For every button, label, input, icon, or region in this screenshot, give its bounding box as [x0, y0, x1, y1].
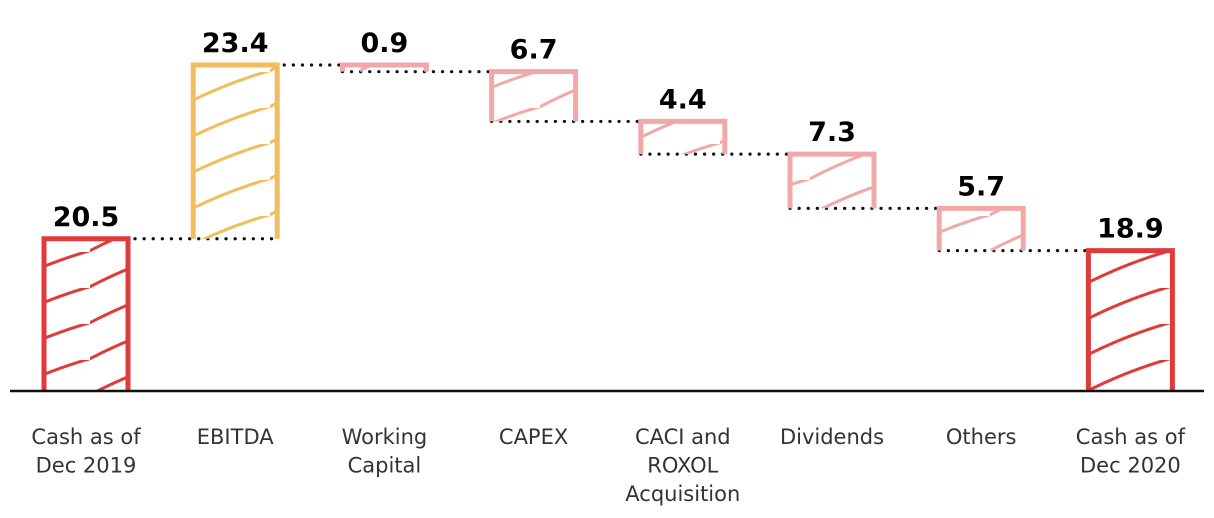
bar-cash-as-of-dec-2020 — [1085, 248, 1175, 391]
category-label-others: Others — [946, 425, 1017, 449]
bar-working-capital — [339, 62, 429, 72]
bar-ebitda — [190, 62, 280, 239]
category-label-caci-and-roxol-acquisition: Acquisition — [625, 482, 740, 506]
category-label-caci-and-roxol-acquisition: CACI and — [635, 425, 731, 449]
bars — [41, 62, 1175, 391]
bar-fill-caci-and-roxol-acquisition — [640, 121, 725, 155]
value-label-cash-as-of-dec-2019: 20.5 — [53, 202, 120, 233]
category-label-working-capital: Capital — [348, 454, 422, 478]
category-label-ebitda: EBITDA — [197, 425, 274, 449]
value-labels: 20.5 23.4 0.9 6.7 4.4 7.3 5.7 18.9 — [53, 28, 1164, 245]
bar-fill-working-capital — [342, 65, 427, 72]
category-label-dividends: Dividends — [780, 425, 884, 449]
bar-cash-as-of-dec-2019 — [41, 236, 131, 391]
category-label-cash-as-of-dec-2019: Dec 2019 — [36, 454, 137, 478]
category-labels: Cash as of Dec 2019 EBITDA Working Capital CA… — [31, 425, 1185, 506]
category-label-capex: CAPEX — [499, 425, 568, 449]
value-label-others: 5.7 — [957, 171, 1005, 202]
value-label-cash-as-of-dec-2020: 18.9 — [1097, 214, 1164, 245]
bar-fill-cash-as-of-dec-2020 — [1088, 250, 1173, 391]
value-label-caci-and-roxol-acquisition: 4.4 — [659, 84, 707, 115]
bar-fill-ebitda — [193, 65, 278, 239]
bar-capex — [489, 69, 579, 122]
value-label-capex: 6.7 — [510, 35, 558, 66]
category-label-cash-as-of-dec-2020: Cash as of — [1076, 425, 1186, 449]
category-label-working-capital: Working — [342, 425, 428, 449]
bar-dividends — [787, 151, 877, 209]
bar-fill-cash-as-of-dec-2019 — [44, 238, 128, 391]
category-label-cash-as-of-dec-2019: Cash as of — [31, 425, 141, 449]
value-label-working-capital: 0.9 — [360, 28, 408, 59]
bar-caci-and-roxol-acquisition — [638, 118, 728, 155]
bar-fill-dividends — [790, 154, 874, 209]
bar-others — [936, 205, 1026, 251]
value-label-dividends: 7.3 — [808, 117, 856, 148]
value-label-ebitda: 23.4 — [202, 28, 269, 59]
category-label-caci-and-roxol-acquisition: ROXOL — [647, 454, 718, 478]
category-label-cash-as-of-dec-2020: Dec 2020 — [1080, 454, 1181, 478]
bar-fill-others — [939, 208, 1024, 251]
bar-fill-capex — [491, 71, 576, 122]
